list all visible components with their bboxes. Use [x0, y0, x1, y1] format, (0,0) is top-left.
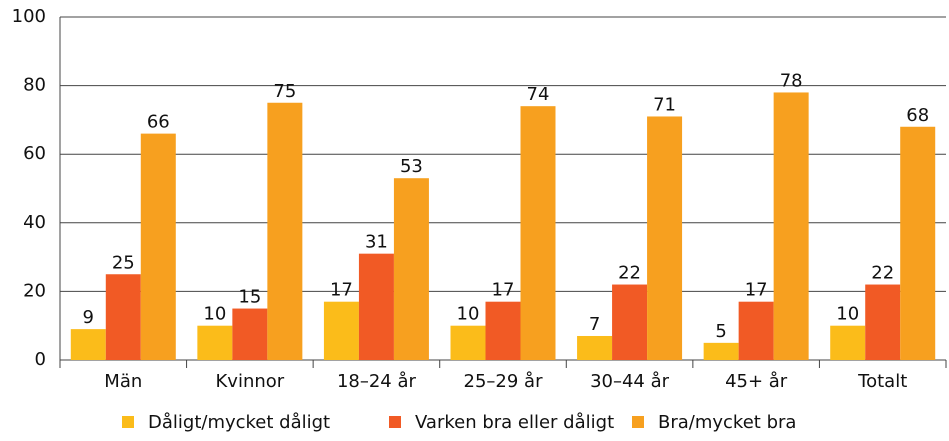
value-label: 10: [836, 304, 859, 325]
bar: [900, 126, 936, 360]
value-label: 22: [871, 263, 894, 284]
y-tick-label: 0: [35, 349, 46, 370]
y-tick-label: 60: [23, 143, 46, 164]
bar: [865, 284, 901, 360]
value-label: 10: [457, 304, 480, 325]
bar: [105, 274, 141, 360]
bar: [647, 116, 683, 360]
bar: [140, 133, 176, 360]
bar: [393, 178, 429, 360]
bar: [612, 284, 648, 360]
value-label: 53: [400, 156, 423, 177]
y-tick-label: 80: [23, 75, 46, 96]
value-label: 5: [715, 321, 726, 342]
value-label: 17: [492, 280, 515, 301]
legend-swatch: [389, 416, 401, 428]
x-tick-label: Kvinnor: [216, 371, 285, 392]
x-tick-label: 30–44 år: [590, 371, 670, 392]
value-label: 78: [780, 70, 803, 91]
x-tick-label: Totalt: [857, 371, 907, 392]
value-label: 75: [273, 81, 296, 102]
bar: [703, 342, 739, 360]
bar: [830, 325, 866, 360]
value-label: 7: [589, 314, 600, 335]
bar: [577, 335, 613, 360]
y-tick-label: 40: [23, 212, 46, 233]
x-tick-label: 45+ år: [725, 371, 788, 392]
bar: [450, 325, 486, 360]
x-tick-label: 18–24 år: [337, 371, 417, 392]
bar: [70, 329, 106, 360]
bar: [485, 301, 521, 360]
bar: [267, 102, 303, 360]
value-label: 68: [906, 105, 929, 126]
bar: [520, 106, 556, 361]
value-label: 15: [238, 287, 261, 308]
value-label: 66: [147, 112, 170, 133]
value-label: 31: [365, 232, 388, 253]
value-label: 9: [83, 307, 94, 328]
value-label: 25: [112, 252, 135, 273]
bar: [323, 301, 359, 360]
y-tick-label: 20: [23, 280, 46, 301]
bar: [197, 325, 233, 360]
value-label: 17: [330, 280, 353, 301]
y-tick-label: 100: [12, 6, 46, 27]
legend-swatch: [122, 416, 134, 428]
legend-label: Bra/mycket bra: [658, 412, 796, 433]
legend-swatch: [632, 416, 644, 428]
value-label: 71: [653, 94, 676, 115]
value-label: 22: [618, 263, 641, 284]
bar: [358, 253, 394, 360]
legend-label: Varken bra eller dåligt: [415, 412, 614, 433]
legend-label: Dåligt/mycket dåligt: [148, 412, 330, 433]
value-label: 17: [745, 280, 768, 301]
value-label: 74: [527, 84, 550, 105]
bar: [773, 92, 809, 361]
x-tick-label: Män: [104, 371, 142, 392]
x-tick-label: 25–29 år: [464, 371, 544, 392]
bar: [232, 308, 268, 360]
value-label: 10: [203, 304, 226, 325]
bar: [738, 301, 774, 360]
